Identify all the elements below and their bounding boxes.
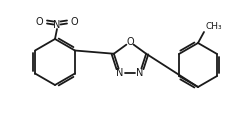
Text: N: N <box>53 20 61 30</box>
Text: CH₃: CH₃ <box>205 22 222 31</box>
Text: O: O <box>36 17 44 27</box>
Text: O: O <box>71 17 78 27</box>
Text: N: N <box>136 68 144 78</box>
Text: N: N <box>116 68 124 78</box>
Text: O: O <box>126 37 134 47</box>
